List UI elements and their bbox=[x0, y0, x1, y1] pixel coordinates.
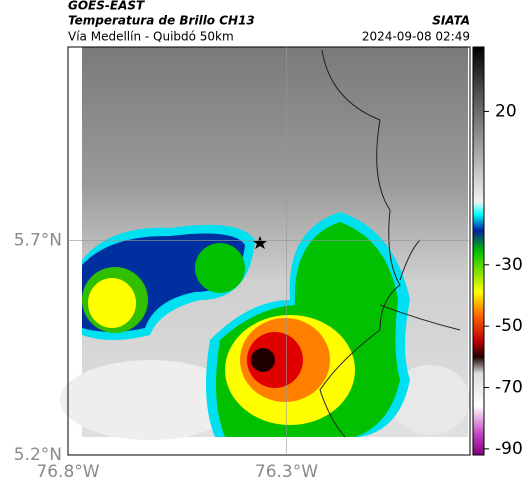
colorbar-tick-label: -90 bbox=[495, 439, 523, 459]
route: Vía Medellín - Quibdó 50km bbox=[68, 30, 234, 44]
colorbar-tick-label: -50 bbox=[495, 316, 523, 336]
y-tick-label: 5.7°N bbox=[14, 230, 62, 250]
y-tick-label: 5.2°N bbox=[14, 445, 62, 465]
x-tick-label: 76.3°W bbox=[255, 462, 318, 482]
subtitle: Temperatura de Brillo CH13 bbox=[68, 14, 255, 28]
satellite-image bbox=[60, 46, 471, 456]
x-tick-label: 76.8°W bbox=[36, 462, 99, 482]
source: SIATA bbox=[432, 14, 470, 28]
timestamp: 2024-09-08 02:49 bbox=[362, 30, 470, 44]
colorbar-tick-label: 20 bbox=[495, 101, 517, 121]
title: GOES-EAST bbox=[68, 0, 145, 13]
colorbar bbox=[472, 46, 485, 456]
colorbar-tick-label: -70 bbox=[495, 378, 523, 398]
colorbar-tick-label: -30 bbox=[495, 255, 523, 275]
